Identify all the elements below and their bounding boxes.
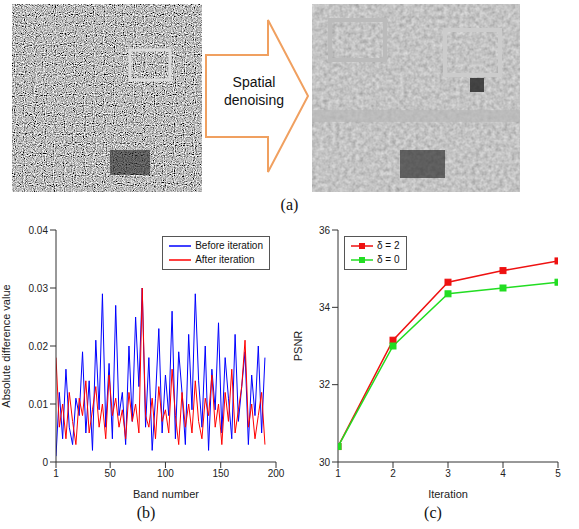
svg-text:32: 32 [319,379,331,390]
svg-text:4: 4 [500,468,506,479]
svg-text:3: 3 [445,468,451,479]
svg-text:100: 100 [157,468,174,479]
html-text:δ = 2: δ = 2 [377,240,400,251]
svg-text:denoising: denoising [224,92,284,108]
html-text:δ = 0: δ = 0 [377,254,400,265]
svg-text:0.02: 0.02 [29,341,49,352]
svg-text:0.03: 0.03 [29,283,49,294]
svg-text:0.04: 0.04 [29,225,49,236]
svg-text:200: 200 [268,468,285,479]
svg-text:Spatial: Spatial [233,74,276,90]
html-text:After iteration: After iteration [195,254,255,265]
html-text:(b): (b) [136,504,156,521]
svg-text:150: 150 [212,468,229,479]
svg-text:30: 30 [319,457,331,468]
svg-text:1: 1 [335,468,341,479]
svg-text:PSNR: PSNR [292,331,304,362]
svg-text:0: 0 [42,457,48,468]
html-text:(c): (c) [424,504,442,521]
svg-text:2: 2 [390,468,396,479]
svg-text:Iteration: Iteration [428,488,468,500]
svg-text:Band number: Band number [133,488,199,500]
svg-text:36: 36 [319,225,331,236]
html-text:Before iteration: Before iteration [195,240,263,251]
svg-text:1: 1 [53,468,59,479]
svg-text:50: 50 [105,468,117,479]
svg-text:Absolute difference value: Absolute difference value [0,284,12,407]
svg-text:0.01: 0.01 [29,399,49,410]
svg-text:34: 34 [319,302,331,313]
html-text:(a): (a) [280,196,299,213]
svg-text:5: 5 [555,468,561,479]
